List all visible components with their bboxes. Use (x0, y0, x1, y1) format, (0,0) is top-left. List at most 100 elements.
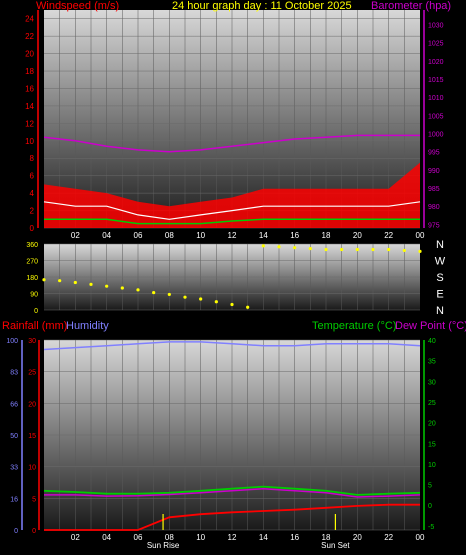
y-tick-label: 12 (25, 119, 34, 128)
direction-point (214, 300, 218, 304)
y2-tick-label: 1020 (428, 59, 444, 66)
graph-title: 24 hour graph day : 11 October 2025 (172, 0, 352, 12)
direction-point (308, 246, 312, 251)
compass-label: E (436, 289, 443, 301)
average-wind-line (44, 218, 420, 225)
x-tick-label: 08 (165, 231, 174, 240)
x-tick-label: 12 (228, 231, 237, 240)
y-tick-label: 270 (26, 259, 38, 266)
barometer-line (43, 134, 420, 153)
humidity-tick-label: 83 (10, 370, 18, 377)
humidity-tick-label: 100 (6, 338, 18, 345)
y-tick-label: 360 (26, 242, 38, 249)
y2-tick-label: 1030 (428, 23, 444, 30)
direction-point (89, 282, 93, 286)
direction-point (167, 292, 171, 297)
y2-tick-label: 995 (428, 150, 440, 157)
y-tick-label: 22 (25, 32, 34, 41)
y-tick-label: 0 (30, 224, 35, 233)
direction-point (418, 249, 422, 253)
y-tick-label: 20 (28, 401, 36, 408)
gust-area (44, 162, 420, 228)
y2-tick-label: 1010 (428, 95, 444, 102)
compass-label: S (436, 272, 443, 284)
y-tick-label: 90 (30, 292, 38, 299)
y2-tick-label: 1000 (428, 132, 444, 139)
direction-point (58, 279, 62, 283)
y2-tick-label: 15 (428, 441, 436, 448)
direction-point (340, 247, 344, 252)
direction-point (120, 286, 124, 290)
y2-tick-label: 980 (428, 204, 440, 211)
direction-point (261, 244, 265, 248)
y2-tick-label: 0 (428, 503, 432, 510)
compass-label: N (436, 239, 444, 251)
x-tick-label: 02 (71, 533, 80, 542)
direction-point (136, 288, 140, 292)
compass-label: N (436, 305, 444, 317)
direction-point (293, 246, 297, 250)
direction-point (73, 280, 77, 285)
y-tick-label: 15 (28, 433, 36, 440)
x-tick-label: 10 (196, 231, 205, 240)
y2-tick-label: 40 (428, 338, 436, 345)
x-tick-label: 12 (228, 533, 237, 542)
direction-point (277, 245, 281, 249)
x-tick-label: 00 (416, 533, 425, 542)
y2-tick-label: 985 (428, 186, 440, 193)
y2-tick-label: 10 (428, 462, 436, 469)
temperature-label: Temperature (°C) (312, 320, 397, 332)
y-tick-label: 10 (28, 465, 36, 472)
windspeed-label: Windspeed (m/s) (36, 0, 120, 12)
x-tick-label: 16 (290, 231, 299, 240)
sun-rise-label: Sun Rise (147, 541, 180, 550)
y2-tick-label: 990 (428, 168, 440, 175)
x-tick-label: 04 (102, 533, 111, 542)
x-tick-label: 06 (134, 533, 143, 542)
humidity-tick-label: 0 (14, 528, 18, 535)
x-tick-label: 14 (259, 231, 268, 240)
direction-point (152, 290, 156, 295)
x-tick-label: 20 (353, 533, 362, 542)
wind-line (43, 201, 421, 220)
y-tick-label: 25 (28, 370, 36, 377)
y2-tick-label: -5 (428, 524, 434, 531)
direction-point (199, 297, 203, 301)
y2-tick-label: 30 (428, 379, 436, 386)
y2-tick-label: 35 (428, 359, 436, 366)
rainfall-label: Rainfall (mm) (2, 320, 68, 332)
humidity-tick-label: 16 (10, 496, 18, 503)
temperature-line (43, 485, 421, 496)
direction-point (324, 247, 328, 252)
x-tick-label: 18 (322, 533, 331, 542)
y-tick-label: 6 (30, 172, 35, 181)
direction-point (402, 248, 406, 253)
y-tick-label: 180 (26, 275, 38, 282)
x-tick-label: 22 (384, 231, 393, 240)
direction-point (230, 302, 234, 307)
x-tick-label: 08 (165, 533, 174, 542)
direction-point (183, 295, 187, 299)
y2-tick-label: 25 (428, 400, 436, 407)
y-tick-label: 10 (25, 137, 34, 146)
rain-line (44, 503, 420, 531)
direction-point (371, 247, 375, 252)
humidity-line (43, 341, 421, 351)
humidity-tick-label: 33 (10, 465, 18, 472)
y-tick-label: 18 (25, 67, 34, 76)
y2-tick-label: 5 (428, 483, 432, 490)
direction-point (105, 284, 109, 288)
x-tick-label: 10 (196, 533, 205, 542)
direction-point (355, 247, 359, 252)
sun-set-label: Sun Set (321, 541, 350, 550)
y2-tick-label: 1025 (428, 41, 444, 48)
x-tick-label: 18 (322, 231, 331, 240)
x-tick-label: 14 (259, 533, 268, 542)
humidity-tick-label: 50 (10, 433, 18, 440)
compass-label: W (435, 256, 446, 268)
y2-tick-label: 1005 (428, 113, 444, 120)
x-tick-label: 02 (71, 231, 80, 240)
humidity-tick-label: 66 (10, 401, 18, 408)
x-tick-label: 04 (102, 231, 111, 240)
